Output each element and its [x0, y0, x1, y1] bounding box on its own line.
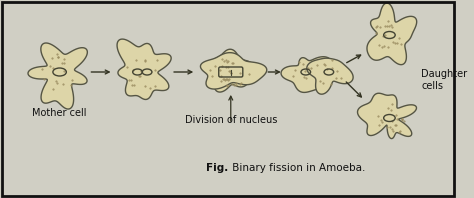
- Polygon shape: [28, 43, 87, 109]
- Polygon shape: [307, 58, 353, 94]
- Text: Mother cell: Mother cell: [32, 108, 87, 118]
- Text: Fig.: Fig.: [206, 163, 228, 173]
- Text: Division of nucleus: Division of nucleus: [184, 115, 277, 125]
- Polygon shape: [210, 49, 255, 92]
- Polygon shape: [357, 93, 417, 139]
- Polygon shape: [281, 57, 331, 92]
- Text: Daughter
cells: Daughter cells: [421, 69, 467, 91]
- Polygon shape: [117, 39, 171, 99]
- Text: Binary fission in Amoeba.: Binary fission in Amoeba.: [229, 163, 365, 173]
- Polygon shape: [367, 3, 417, 65]
- Polygon shape: [201, 53, 267, 89]
